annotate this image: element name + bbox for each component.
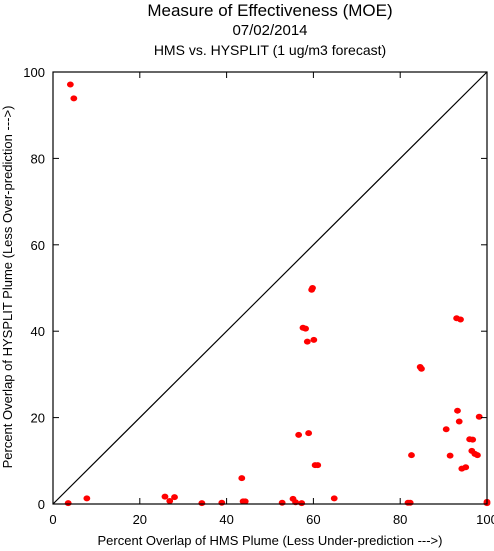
y-tick-label: 0 <box>38 497 45 512</box>
data-point <box>406 499 414 506</box>
data-point <box>218 499 226 506</box>
data-point <box>309 285 316 291</box>
data-point <box>469 436 477 443</box>
data-point <box>303 338 311 345</box>
x-axis-ticks: 0 20 40 60 80 100 <box>49 72 494 527</box>
y-tick-label: 80 <box>31 151 45 166</box>
x-tick-label: 0 <box>49 512 56 527</box>
x-tick-label: 60 <box>306 512 320 527</box>
x-tick-label: 20 <box>133 512 147 527</box>
x-tick-label: 80 <box>393 512 407 527</box>
data-point <box>198 500 206 507</box>
data-point <box>171 494 178 501</box>
chart-date: 07/02/2014 <box>232 22 308 39</box>
data-point <box>161 493 169 500</box>
x-axis-label: Percent Overlap of HMS Plume (Less Under… <box>98 533 443 548</box>
x-tick-label: 100 <box>476 512 494 527</box>
y-tick-label: 60 <box>31 238 45 253</box>
data-point <box>302 325 309 332</box>
y-tick-label: 100 <box>23 65 45 80</box>
data-point <box>295 431 303 438</box>
data-point <box>455 418 463 425</box>
data-point <box>70 95 78 102</box>
data-point <box>418 365 425 372</box>
y-axis-label: Percent Overlap of HYSPLIT Plume (Less O… <box>0 106 15 469</box>
data-point <box>66 81 74 88</box>
data-point <box>462 464 470 471</box>
data-point <box>457 316 464 323</box>
data-point <box>298 500 306 507</box>
data-point <box>454 407 461 414</box>
data-point <box>305 430 313 437</box>
y-tick-label: 40 <box>31 324 45 339</box>
data-point <box>83 495 91 502</box>
data-point <box>408 452 415 459</box>
data-point <box>238 475 246 482</box>
plot-frame <box>52 71 488 505</box>
y-tick-label: 20 <box>31 411 45 426</box>
data-point <box>64 500 72 507</box>
data-point <box>278 499 286 506</box>
data-point <box>330 495 338 502</box>
data-point <box>442 426 450 433</box>
y-axis-ticks: 0 20 40 60 80 100 <box>23 65 487 512</box>
x-tick-label: 40 <box>219 512 233 527</box>
data-point <box>241 498 249 505</box>
data-point <box>446 452 454 459</box>
reference-diagonal-line <box>52 71 488 505</box>
data-points <box>64 81 491 507</box>
data-point <box>474 452 481 459</box>
data-point <box>310 336 318 343</box>
data-point <box>314 462 322 469</box>
chart-title: Measure of Effectiveness (MOE) <box>147 1 393 20</box>
data-point <box>166 497 174 504</box>
chart-subtitle: HMS vs. HYSPLIT (1 ug/m3 forecast) <box>153 42 387 58</box>
data-point <box>475 413 483 420</box>
